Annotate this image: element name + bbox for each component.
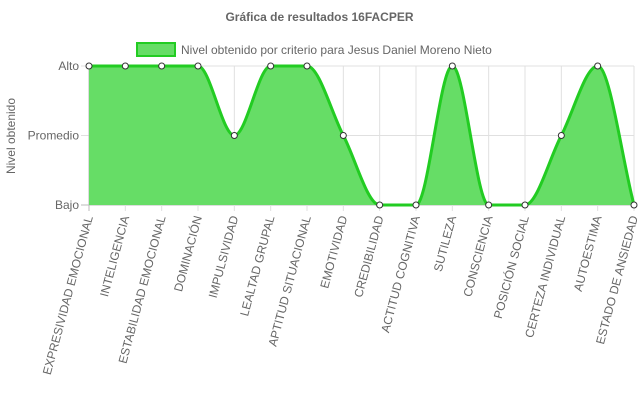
- y-axis-title: Nivel obtenido: [4, 98, 18, 174]
- y-tick-label: Alto: [58, 59, 79, 73]
- x-tick-label: EXPRESIVIDAD EMOCIONAL: [40, 214, 96, 376]
- data-point[interactable]: [557, 132, 565, 139]
- x-tick-label: CONSCIENCIA: [460, 214, 495, 298]
- data-point[interactable]: [448, 62, 456, 70]
- y-tick-label: Bajo: [55, 198, 79, 212]
- legend-swatch: [136, 42, 176, 57]
- y-axis-ticks: Bajo Promedio Alto: [28, 59, 80, 212]
- legend: Nivel obtenido por criterio para Jesus D…: [136, 42, 492, 57]
- data-point[interactable]: [303, 62, 311, 70]
- data-points: [85, 62, 638, 209]
- data-point[interactable]: [267, 62, 275, 70]
- data-point[interactable]: [121, 62, 129, 70]
- x-tick-label: EMOTIVIDAD: [317, 214, 350, 290]
- data-point[interactable]: [194, 62, 202, 70]
- data-point[interactable]: [376, 201, 384, 209]
- x-tick-label: CREDIBILIDAD: [351, 214, 386, 299]
- x-tick-label: LEALTAD GRUPAL: [237, 214, 277, 318]
- x-axis-ticks: EXPRESIVIDAD EMOCIONAL INTELIGENCIAESTABI…: [40, 214, 639, 377]
- data-point[interactable]: [230, 132, 238, 139]
- x-tick-label: AUTOESTIMA: [571, 214, 605, 293]
- data-point[interactable]: [412, 201, 420, 209]
- series-fill: [89, 66, 634, 205]
- y-tick-label: Promedio: [28, 129, 80, 143]
- x-tick-label: DOMINACIÓN: [170, 214, 205, 293]
- data-point[interactable]: [85, 62, 93, 70]
- chart-title: Gráfica de resultados 16FACPER: [225, 10, 413, 24]
- data-point[interactable]: [521, 201, 529, 209]
- x-tick-label: INTELIGENCIA: [97, 214, 132, 298]
- x-tick-label: POSICIÓN SOCIAL: [490, 214, 532, 321]
- data-point[interactable]: [158, 62, 166, 70]
- data-point[interactable]: [339, 132, 347, 139]
- data-point[interactable]: [485, 201, 493, 209]
- x-tick-label: ACTITUD COGNITIVA: [378, 214, 423, 334]
- data-point[interactable]: [630, 201, 638, 209]
- x-tick-label: SUTILEZA: [431, 214, 459, 273]
- data-point[interactable]: [594, 62, 602, 70]
- x-tick-label: CERTEZA INDIVIDUAL: [522, 214, 568, 339]
- x-tick-label: IMPULSIVIDAD: [206, 214, 242, 300]
- legend-label: Nivel obtenido por criterio para Jesus D…: [181, 43, 492, 57]
